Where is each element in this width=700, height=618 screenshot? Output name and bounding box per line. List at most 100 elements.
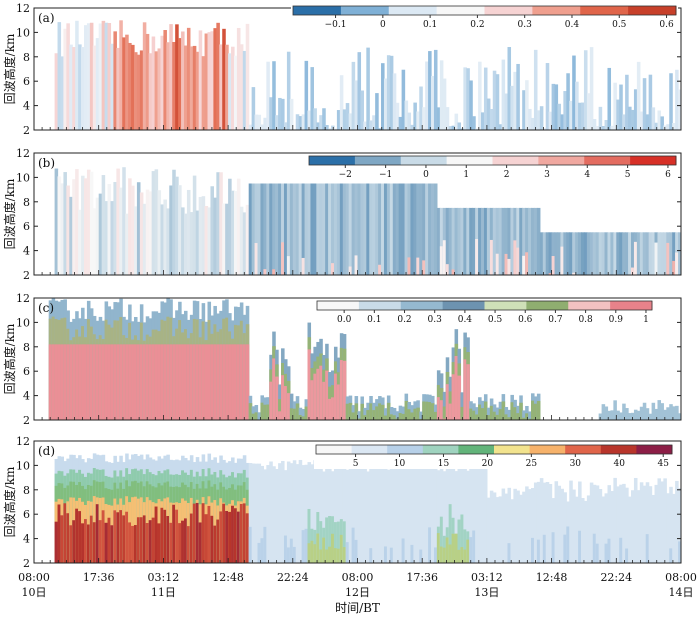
data-cell [383, 415, 388, 420]
data-cell [525, 252, 529, 275]
panel-label: (a) [38, 11, 55, 25]
data-cell [436, 107, 441, 130]
data-cell [651, 107, 656, 130]
colorbar-tick-label: 15 [438, 459, 450, 469]
data-cell [342, 467, 347, 563]
data-cell [642, 402, 647, 420]
data-cell [166, 516, 170, 563]
y-tick-label: 8 [23, 341, 30, 354]
data-cell [422, 401, 426, 420]
data-cell [578, 232, 582, 275]
colorbar-tick-label: −2 [339, 170, 352, 180]
data-cell [442, 406, 447, 420]
data-cell [304, 183, 309, 275]
data-cell [678, 89, 681, 130]
data-cell [216, 172, 220, 275]
data-cell [563, 232, 567, 275]
y-tick-label: 2 [23, 414, 30, 427]
data-cell [328, 128, 332, 130]
data-cell [154, 169, 159, 275]
data-cell [510, 402, 514, 420]
data-cell [183, 213, 188, 275]
data-cell [581, 498, 585, 563]
data-cell [654, 484, 659, 563]
data-cell [133, 206, 138, 275]
data-cell [607, 485, 612, 563]
data-cell [536, 400, 541, 420]
data-cell [451, 533, 456, 563]
colorbar: −0.1 0 0.1 0.2 0.3 0.4 0.5 0.6 [291, 4, 678, 30]
colorbar-swatch [309, 156, 356, 165]
data-cell [222, 503, 226, 563]
data-cell [136, 54, 141, 130]
data-cell [113, 510, 117, 563]
data-cell [84, 178, 88, 275]
data-cell [416, 463, 420, 563]
data-cell [613, 82, 617, 130]
data-cell [436, 207, 441, 275]
data-cell [433, 547, 438, 563]
data-cell [81, 175, 85, 275]
data-cell [301, 114, 306, 130]
data-cell [531, 488, 535, 563]
data-cell [407, 183, 412, 275]
data-cell [472, 207, 476, 275]
data-cell [319, 115, 323, 130]
x-tick-time: 12:48 [536, 571, 568, 584]
data-cell [625, 548, 629, 563]
data-cell [575, 232, 579, 275]
data-cell [151, 36, 156, 130]
data-cell [363, 407, 367, 420]
data-cell [98, 344, 103, 420]
data-cell [489, 405, 494, 420]
data-cell [616, 232, 620, 275]
x-tick-date: 10日 [22, 586, 47, 599]
data-cell [498, 207, 503, 275]
colorbar-tick-label: 1 [643, 315, 649, 325]
data-cell [651, 232, 656, 275]
data-cell [457, 207, 462, 275]
data-cell [354, 403, 359, 420]
data-cell [266, 61, 270, 130]
data-cell [542, 482, 547, 563]
data-cell [381, 183, 385, 275]
data-cell [345, 183, 350, 275]
data-cell [136, 344, 141, 420]
data-cell [260, 124, 264, 130]
data-cell [360, 403, 364, 420]
data-cell [628, 496, 632, 563]
y-tick-label: 4 [23, 100, 30, 113]
data-cell [648, 486, 653, 563]
data-cell [266, 183, 270, 275]
data-cell [328, 398, 332, 420]
data-cell [678, 488, 681, 563]
data-cell [381, 467, 385, 563]
data-cell [225, 510, 229, 563]
data-cell [619, 484, 623, 563]
data-cell [89, 515, 94, 563]
data-cell [204, 33, 209, 130]
y-tick-label: 6 [23, 508, 30, 521]
x-tick-date: 13日 [474, 586, 499, 599]
data-cell [75, 169, 79, 275]
y-axis-label: 回波高度/km [2, 466, 17, 537]
data-cell [292, 408, 297, 420]
data-cell [675, 405, 679, 420]
data-cell [219, 511, 223, 563]
data-cell [507, 409, 512, 420]
data-cell [645, 232, 650, 275]
data-cell [407, 112, 412, 130]
data-cell [478, 61, 482, 130]
data-cell [381, 404, 385, 420]
data-cell [431, 403, 435, 420]
data-cell [304, 528, 309, 563]
data-cell [586, 495, 591, 563]
data-cell [204, 344, 209, 420]
data-cell [522, 90, 526, 130]
data-cell [219, 172, 223, 275]
data-cell [239, 503, 244, 563]
data-cell [181, 344, 185, 420]
colorbar-swatch [340, 6, 390, 15]
data-cell [660, 116, 664, 130]
data-cell [522, 255, 526, 275]
